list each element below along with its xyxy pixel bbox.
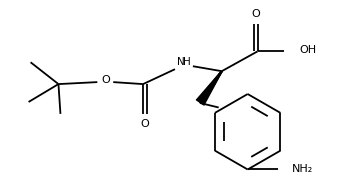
Text: OH: OH: [299, 45, 317, 55]
Text: O: O: [251, 9, 260, 19]
Text: H: H: [183, 57, 191, 67]
Text: N: N: [177, 57, 185, 67]
Text: NH₂: NH₂: [291, 165, 313, 174]
Text: O: O: [101, 75, 110, 85]
Text: O: O: [141, 119, 149, 129]
